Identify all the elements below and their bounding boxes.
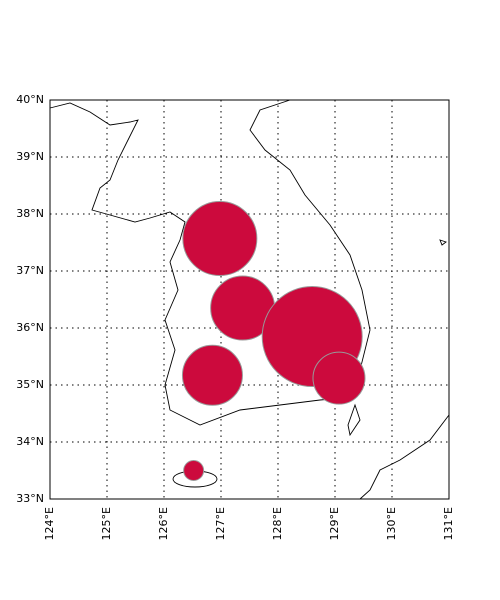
x-tick-label: 126°E: [157, 507, 170, 540]
x-tick-label: 128°E: [271, 507, 284, 540]
x-tick-label: 125°E: [100, 507, 113, 540]
y-tick-label: 40°N: [16, 93, 44, 106]
x-tick-label: 124°E: [43, 507, 56, 540]
bubble: [312, 351, 366, 405]
bubble: [183, 460, 205, 481]
y-tick-label: 37°N: [16, 264, 44, 277]
x-tick-label: 127°E: [214, 507, 227, 540]
y-tick-label: 39°N: [16, 150, 44, 163]
bubble: [181, 344, 243, 406]
y-tick-label: 35°N: [16, 378, 44, 391]
x-tick-label: 130°E: [385, 507, 398, 540]
y-tick-label: 36°N: [16, 321, 44, 334]
bubble: [182, 201, 258, 277]
y-tick-label: 33°N: [16, 492, 44, 505]
x-tick-label: 129°E: [328, 507, 341, 540]
coastline: [49, 99, 450, 500]
y-tick-label: 34°N: [16, 435, 44, 448]
x-tick-label: 131°E: [442, 507, 455, 540]
y-tick-label: 38°N: [16, 207, 44, 220]
